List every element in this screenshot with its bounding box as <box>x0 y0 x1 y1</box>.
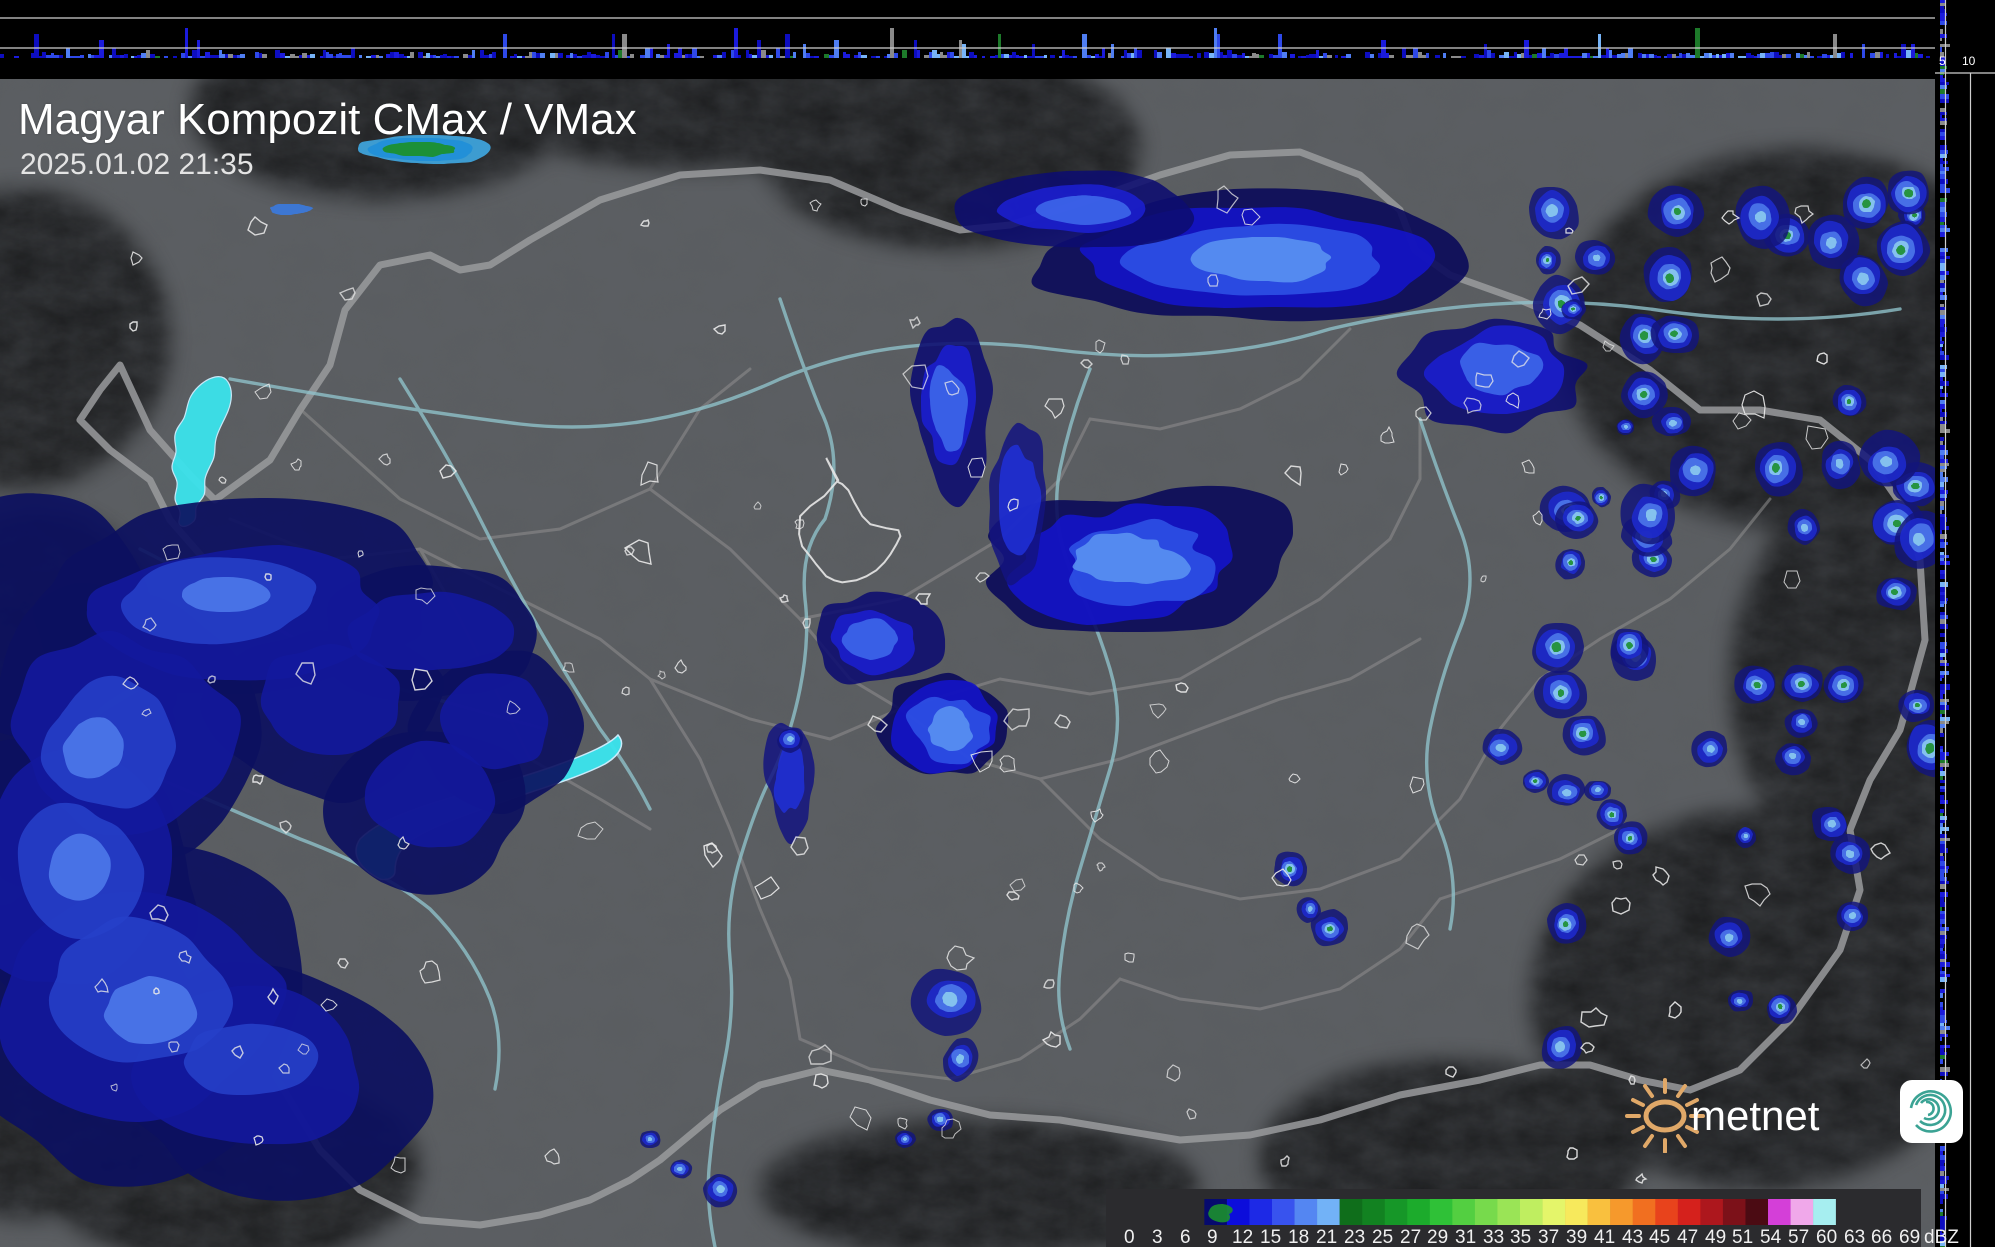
svg-text:5: 5 <box>1939 54 1946 68</box>
svg-text:metnet: metnet <box>1691 1092 1820 1139</box>
svg-text:10: 10 <box>1962 54 1976 68</box>
